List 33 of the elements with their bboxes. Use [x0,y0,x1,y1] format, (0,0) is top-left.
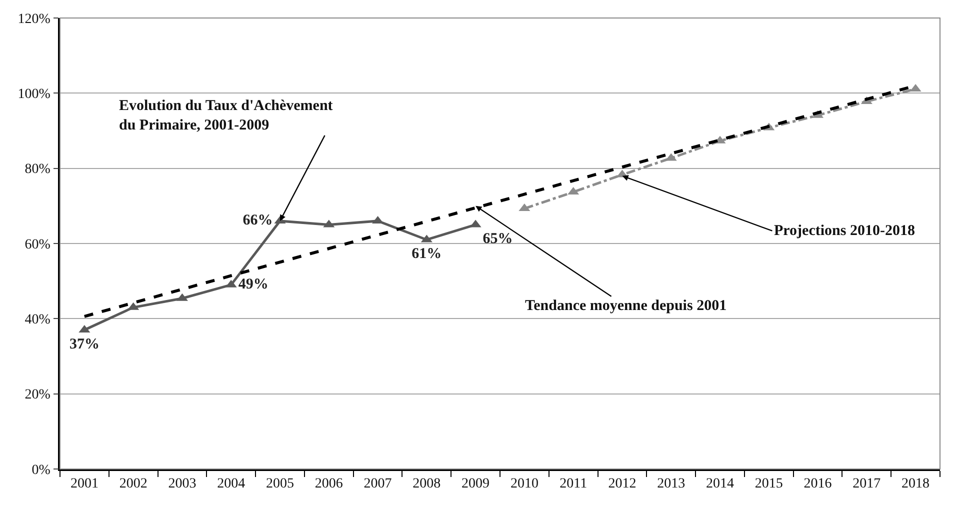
annotation: Projections 2010-2018 [774,223,915,239]
x-tick-label: 2007 [364,476,392,492]
x-tick-label: 2005 [266,476,294,492]
x-tick-label: 2016 [804,476,832,492]
y-tick-label: 20% [24,388,51,403]
data-label: 65% [482,231,513,248]
x-tick-label: 2001 [70,476,98,492]
y-tick-label: 100% [18,87,51,102]
x-tick-label: 2004 [217,476,246,492]
annotation: Tendance moyenne depuis 2001 [525,298,727,314]
y-tick-label: 120% [18,12,51,27]
x-tick-label: 2009 [462,476,490,492]
data-label: 37% [69,336,100,352]
x-tick-label: 2018 [902,476,930,492]
y-tick-label: 40% [24,312,51,328]
y-tick-label: 80% [24,162,51,178]
y-tick-label: 60% [24,237,51,252]
x-tick-label: 2008 [412,476,441,492]
annotation: Evolution du Taux d'Achèvement du Primaire, 2001-2009 [119,98,333,134]
x-tick-label: 2017 [852,476,881,492]
y-tick-label: 0% [32,462,51,478]
x-tick-label: 2002 [119,476,148,492]
data-label: 61% [412,246,442,262]
x-tick-label: 2003 [168,476,196,492]
data-label: 49% [238,276,268,293]
x-tick-label: 2013 [657,476,686,492]
x-tick-label: 2006 [314,476,343,492]
x-tick-label: 2011 [560,476,588,492]
x-tick-label: 2015 [754,476,783,492]
x-tick-label: 2012 [608,476,636,492]
data-label: 66% [242,212,273,229]
x-tick-label: 2010 [510,476,538,492]
x-tick-label: 2014 [706,476,734,492]
